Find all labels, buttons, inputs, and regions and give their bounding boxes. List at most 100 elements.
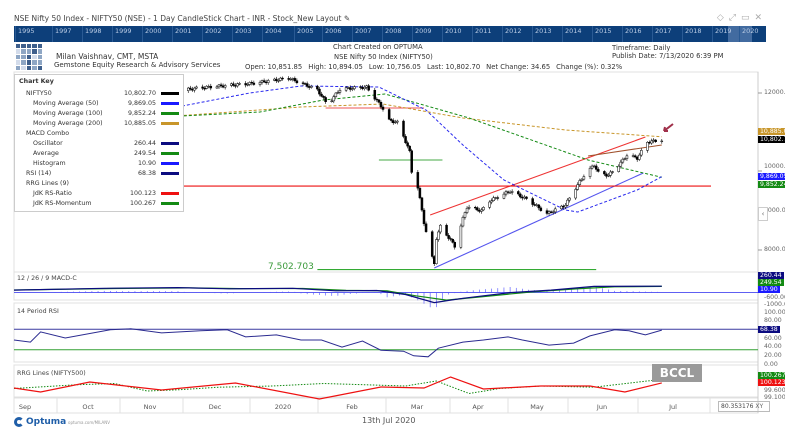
year-separator [172, 26, 173, 42]
year-label[interactable]: 2000 [145, 27, 162, 35]
year-label[interactable]: 1995 [18, 27, 35, 35]
year-label[interactable]: 2015 [595, 27, 612, 35]
candle [351, 88, 354, 90]
x-axis-month-label: Jun [596, 403, 608, 411]
candle [525, 196, 528, 199]
window-icon[interactable]: ▭ [740, 13, 755, 23]
chart-key-swatch [161, 101, 179, 105]
macd-oscillator-line [13, 285, 662, 304]
candle [594, 165, 598, 170]
year-label[interactable]: 2007 [355, 27, 372, 35]
year-label[interactable]: 2003 [235, 27, 252, 35]
year-label[interactable]: 2013 [535, 27, 552, 35]
chart-key-title: Chart Key [19, 78, 54, 85]
xy-readout[interactable]: 80.353176 XY [718, 401, 770, 412]
year-label[interactable]: 2004 [265, 27, 282, 35]
year-label[interactable]: 2017 [655, 27, 672, 35]
year-label[interactable]: 2018 [685, 27, 702, 35]
optuma-url[interactable]: optuma.com/MILANV [68, 420, 111, 425]
year-separator [52, 26, 53, 42]
candle [482, 207, 485, 211]
year-label[interactable]: 2012 [505, 27, 522, 35]
logo-tile [37, 65, 42, 70]
candle [402, 120, 405, 137]
year-label[interactable]: 2008 [385, 27, 402, 35]
candle [279, 77, 282, 81]
chart-key-row: NIFTY50 10,802.70 [19, 88, 179, 98]
candle [332, 96, 336, 102]
year-label[interactable]: 1999 [115, 27, 132, 35]
chart-key-name: Histogram [33, 159, 66, 167]
expand-icon[interactable]: ⤢ [728, 13, 741, 23]
edit-icon[interactable]: ✎ [343, 14, 351, 23]
close-icon[interactable]: ✕ [754, 13, 767, 23]
year-navigator-window[interactable] [728, 26, 752, 42]
price-axis-tick: 10000.00 [764, 163, 785, 170]
year-label[interactable]: 2010 [445, 27, 462, 35]
x-axis-month-label: Apr [472, 403, 484, 411]
collapse-panel-button[interactable]: ‹ [758, 207, 768, 221]
chart-key-value: 10.90 [137, 159, 156, 167]
year-label[interactable]: 2016 [625, 27, 642, 35]
candle [248, 82, 251, 85]
x-axis-month-label: Nov [143, 403, 157, 411]
candle [488, 201, 491, 208]
candle [367, 85, 370, 91]
year-navigator[interactable]: 1995 1997 1998 1999 2000 2001 2002 2003 2004 2005… [14, 26, 766, 42]
candle [189, 87, 192, 90]
candle [617, 165, 620, 172]
candle [207, 85, 210, 88]
year-separator [502, 26, 503, 42]
chart-key-row: Moving Average (200) 10,885.05 [19, 118, 179, 128]
chart-key-swatch [161, 191, 179, 195]
x-axis-month-label: Sep [18, 403, 32, 411]
year-label[interactable]: 2019 [715, 27, 732, 35]
author-name: Milan Vaishnav, CMT, MSTA [56, 52, 159, 61]
candle [517, 191, 520, 195]
candle [408, 145, 411, 151]
candle [597, 169, 600, 172]
chart-key-row: JdK RS-Ratio 100.123 [19, 188, 179, 198]
logo-tile [32, 60, 37, 65]
candle [203, 88, 206, 90]
candle [435, 239, 438, 265]
chart-key-value: 100.267 [129, 199, 156, 207]
rrg-axis-tick: 99.100 [764, 394, 785, 401]
year-label[interactable]: 2014 [565, 27, 582, 35]
candle [250, 82, 254, 84]
candle [291, 78, 295, 80]
candle [377, 99, 381, 103]
year-label[interactable]: 2001 [175, 27, 192, 35]
candle [510, 191, 514, 193]
chart-key-row: JdK RS-Momentum 100.267 [19, 198, 179, 208]
year-label[interactable]: 2020 [742, 27, 759, 35]
footer-date: 13th Jul 2020 [362, 416, 416, 425]
candle [625, 155, 629, 159]
candle [592, 165, 596, 168]
year-separator [442, 26, 443, 42]
year-label[interactable]: 2002 [205, 27, 222, 35]
year-label[interactable]: 1998 [85, 27, 102, 35]
candle [221, 85, 225, 88]
year-label[interactable]: 2006 [325, 27, 342, 35]
candle [519, 193, 522, 198]
chart-key-row: Average 249.54 [19, 148, 179, 158]
candle [244, 83, 247, 86]
year-separator [562, 26, 563, 42]
year-label[interactable]: 2005 [297, 27, 314, 35]
candle [430, 231, 434, 257]
xy-button[interactable]: XY [755, 403, 764, 410]
logo-tile [26, 44, 32, 49]
optuma-brand: Optuma [26, 417, 67, 427]
chart-key-value: 10,885.05 [123, 119, 156, 127]
candle [582, 176, 586, 180]
rrg-ratio-line [13, 376, 662, 400]
candle [506, 191, 510, 193]
year-label[interactable]: 2009 [415, 27, 432, 35]
diamond-icon[interactable]: ◇ [716, 13, 729, 23]
optuma-ring-icon [14, 417, 24, 427]
candle [338, 89, 342, 93]
year-label[interactable]: 2011 [475, 27, 492, 35]
candle [619, 161, 623, 167]
year-label[interactable]: 1997 [55, 27, 72, 35]
